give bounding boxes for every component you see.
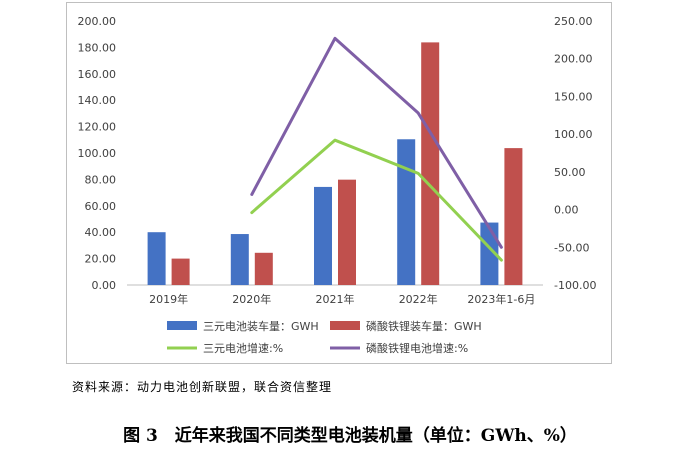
left-tick-label: 120.00 (78, 121, 117, 134)
bar-ternary (314, 186, 332, 285)
left-tick-label: 180.00 (78, 41, 117, 54)
line-ternary-growth (250, 138, 503, 262)
left-tick-label: 20.00 (85, 253, 117, 266)
bar-lfp (421, 42, 440, 285)
bars (147, 42, 523, 285)
right-axis-ticks: -100.00 -50.00 0.00 50.00 100.00 150.00 200.00… (554, 15, 596, 292)
line-lfp-growth (250, 36, 503, 249)
right-tick-label: -50.00 (554, 241, 589, 254)
chart-svg: 0.00 20.00 40.00 60.00 80.00 100.00 120.00 140.… (78, 15, 597, 355)
bar-ternary (230, 234, 249, 285)
right-tick-label: 100.00 (554, 128, 593, 141)
right-tick-label: 200.00 (554, 53, 593, 66)
right-tick-label: 0.00 (554, 204, 579, 217)
category-label: 2023年1-6月 (467, 292, 535, 306)
right-tick-label: 50.00 (554, 166, 586, 179)
right-tick-label: 250.00 (554, 15, 593, 28)
right-tick-label: 150.00 (554, 90, 593, 103)
left-tick-label: 0.00 (92, 279, 117, 292)
left-tick-label: 40.00 (85, 226, 117, 239)
source-note: 资料来源：动力电池创新联盟，联合资信整理 (72, 380, 333, 394)
category-label: 2019年 (149, 292, 188, 306)
legend-label: 三元电池装车量：GWH (203, 319, 319, 333)
left-tick-label: 100.00 (78, 147, 117, 160)
right-tick-label: -100.00 (554, 279, 596, 292)
left-tick-label: 60.00 (85, 200, 117, 213)
left-tick-label: 140.00 (78, 94, 117, 107)
bar-ternary (480, 222, 499, 285)
left-tick-label: 200.00 (78, 15, 117, 28)
legend-swatch (167, 321, 197, 330)
bar-ternary (147, 232, 166, 285)
lines (250, 36, 503, 262)
legend-label: 磷酸铁锂电池增速:% (366, 341, 468, 355)
legend-label: 磷酸铁锂装车量：GWH (366, 319, 482, 333)
bar-lfp (504, 148, 523, 285)
category-label: 2022年 (399, 292, 438, 306)
category-label: 2021年 (316, 292, 355, 306)
figure-caption: 图 3 近年来我国不同类型电池装机量（单位：GWh、%） (123, 426, 577, 446)
legend-label: 三元电池增速:% (203, 341, 283, 355)
left-axis-ticks: 0.00 20.00 40.00 60.00 80.00 100.00 120.00 140.… (78, 15, 117, 292)
legend-swatch (330, 321, 360, 330)
legend: 三元电池装车量：GWH 磷酸铁锂装车量：GWH 三元电池增速:% 磷酸铁锂电池增速:% (167, 319, 482, 355)
category-label: 2020年 (232, 292, 271, 306)
bar-lfp (254, 252, 273, 285)
bar-lfp (171, 258, 190, 285)
bar-lfp (338, 179, 356, 285)
left-tick-label: 160.00 (78, 68, 117, 81)
category-labels: 2019年 2020年 2021年 2022年 2023年1-6月 (149, 292, 535, 306)
bar-ternary (397, 139, 416, 285)
left-tick-label: 80.00 (85, 173, 117, 186)
